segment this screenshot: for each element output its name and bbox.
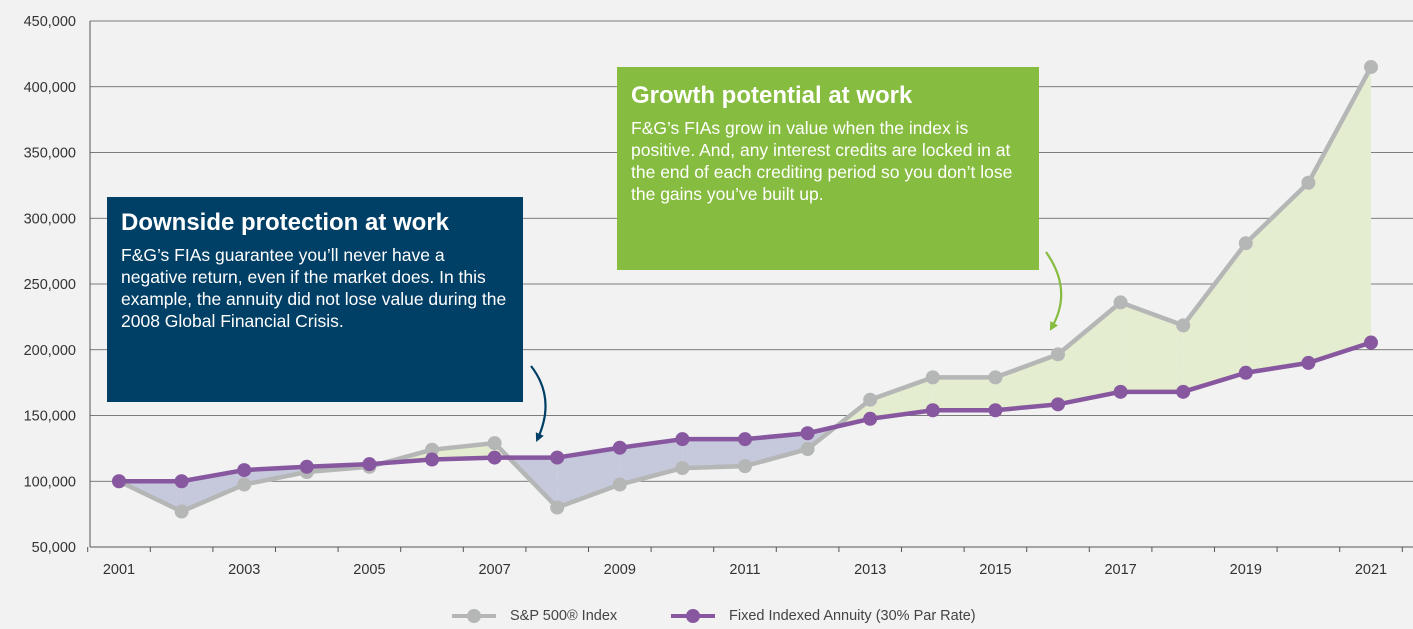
data-point-sp500: 2010: 110,000 <box>675 461 690 476</box>
data-point-fia: 2015: 154,000 <box>988 403 1003 418</box>
data-point-fia: 2007: 118,000 <box>487 450 502 465</box>
data-point-fia: 2001: 100,000 <box>112 474 126 489</box>
data-point-sp500: 2007: 129,000 <box>487 436 502 451</box>
x-tick-label: 2015 <box>979 562 1011 578</box>
line-chart: 450,000 400,000 350,000 300,000 250,000 200,0… <box>24 14 1413 578</box>
x-tick-label: 2003 <box>228 562 260 578</box>
data-point-sp500: 2014: 179,000 <box>925 370 940 385</box>
data-point-fia: 2019: 182,500 <box>1238 365 1253 380</box>
area-segment <box>432 443 495 460</box>
area-segment <box>870 377 933 419</box>
x-ticks <box>87 547 1403 552</box>
data-point-sp500: 2002: 77,000 <box>174 504 189 519</box>
data-point-fia: 2005: 113,000 <box>362 457 377 472</box>
data-point-sp500: 2016: 196,500 <box>1051 347 1065 362</box>
data-point-fia: 2010: 132,000 <box>675 432 690 447</box>
legend-swatch-fia <box>671 609 715 623</box>
x-tick-label: 2019 <box>1230 562 1262 578</box>
legend-swatch-sp500 <box>452 609 496 623</box>
growth-callout-title: Growth potential at work <box>631 82 913 109</box>
data-point-sp500: 2009: 97,500 <box>612 477 627 492</box>
data-point-fia: 2017: 168,000 <box>1113 384 1128 399</box>
x-tick-label: 2001 <box>103 562 135 578</box>
y-tick-label: 450,000 <box>24 14 76 30</box>
x-tick-labels: 2001 2003 2005 2007 2009 2011 2013 2015 2017 2019… <box>103 562 1387 578</box>
data-point-sp500: 2008: 80,000 <box>550 500 565 515</box>
downside-callout-title: Downside protection at work <box>121 209 450 236</box>
data-point-fia: 2011: 132,000 <box>738 432 752 447</box>
growth-arrow-icon <box>1045 251 1063 331</box>
downside-callout-body: F&G’s FIAs guarantee you’ll never have a… <box>121 245 507 331</box>
area-segment <box>557 447 620 508</box>
area-segment <box>995 354 1058 411</box>
legend-item-fia: Fixed Indexed Annuity (30% Par Rate) <box>671 605 976 627</box>
data-point-fia: 2012: 136,500 <box>800 426 815 441</box>
x-tick-label: 2017 <box>1104 562 1136 578</box>
data-point-fia: 2004: 111,000 <box>299 459 314 474</box>
area-segment <box>682 439 745 469</box>
data-point-sp500: 2015: 179,000 <box>988 370 1003 385</box>
y-tick-label: 50,000 <box>32 540 76 556</box>
downside-callout: Downside protection at work F&G’s FIAs g… <box>107 197 523 402</box>
downside-arrow-icon <box>530 365 547 443</box>
data-point-fia: 2021: 205,500 <box>1364 335 1378 350</box>
area-segment <box>1308 67 1371 363</box>
x-tick-label: 2007 <box>478 562 510 578</box>
area-segment <box>745 433 808 467</box>
data-point-sp500: 2013: 162,000 <box>863 392 878 407</box>
area-segment <box>932 377 996 411</box>
y-tick-labels: 450,000 400,000 350,000 300,000 250,000 200,0… <box>24 14 76 556</box>
data-point-sp500: 2017: 236,000 <box>1113 295 1128 310</box>
data-point-fia: 2020: 190,000 <box>1301 355 1316 370</box>
area-segment <box>619 439 683 485</box>
data-point-fia: 2016: 158,500 <box>1051 397 1065 412</box>
data-point-fia: 2014: 154,000 <box>925 403 940 418</box>
data-point-fia: 2006: 116,500 <box>425 452 439 467</box>
area-segment <box>1120 302 1184 392</box>
y-tick-label: 150,000 <box>24 409 76 425</box>
x-tick-label: 2009 <box>604 562 636 578</box>
y-tick-label: 250,000 <box>24 277 76 293</box>
x-tick-label: 2011 <box>729 562 760 578</box>
y-tick-label: 300,000 <box>24 211 76 227</box>
y-tick-label: 200,000 <box>24 343 76 359</box>
x-tick-label: 2005 <box>353 562 385 578</box>
area-segment <box>1058 302 1121 405</box>
data-point-sp500: 2012: 124,500 <box>800 442 815 457</box>
y-tick-label: 400,000 <box>24 80 76 96</box>
data-point-fia: 2018: 168,000 <box>1176 384 1191 399</box>
growth-callout-body: F&G’s FIAs grow in value when the index … <box>631 118 1013 204</box>
data-point-fia: 2003: 108,500 <box>237 463 252 478</box>
data-point-sp500: 2006: 124,000 <box>425 442 439 457</box>
y-tick-label: 100,000 <box>24 474 76 490</box>
y-tick-label: 350,000 <box>24 146 76 162</box>
data-point-fia: 2008: 118,000 <box>550 450 565 465</box>
data-point-fia: 2002: 100,000 <box>174 474 189 489</box>
data-point-sp500: 2003: 97,500 <box>237 477 252 492</box>
data-point-fia: 2009: 125,500 <box>612 440 627 455</box>
data-point-sp500: 2021: 415,000 <box>1364 60 1378 75</box>
x-tick-label: 2013 <box>854 562 886 578</box>
data-point-sp500: 2018: 218,500 <box>1176 318 1191 333</box>
data-point-sp500: 2011: 111,500 <box>738 459 752 474</box>
x-tick-label: 2021 <box>1355 562 1387 578</box>
data-point-sp500: 2020: 327,000 <box>1301 175 1316 190</box>
series-fia: 2001: 100,0002002: 100,0002003: 108,5002… <box>112 335 1378 489</box>
area-segment <box>1183 243 1246 392</box>
growth-callout: Growth potential at work F&G’s FIAs grow… <box>617 67 1039 270</box>
legend-item-sp500: S&P 500® Index <box>452 605 617 627</box>
data-point-fia: 2013: 147,500 <box>863 411 878 426</box>
data-point-sp500: 2019: 281,000 <box>1238 236 1253 251</box>
legend-label-fia: Fixed Indexed Annuity (30% Par Rate) <box>729 608 976 624</box>
legend-label-sp500: S&P 500® Index <box>510 608 618 624</box>
